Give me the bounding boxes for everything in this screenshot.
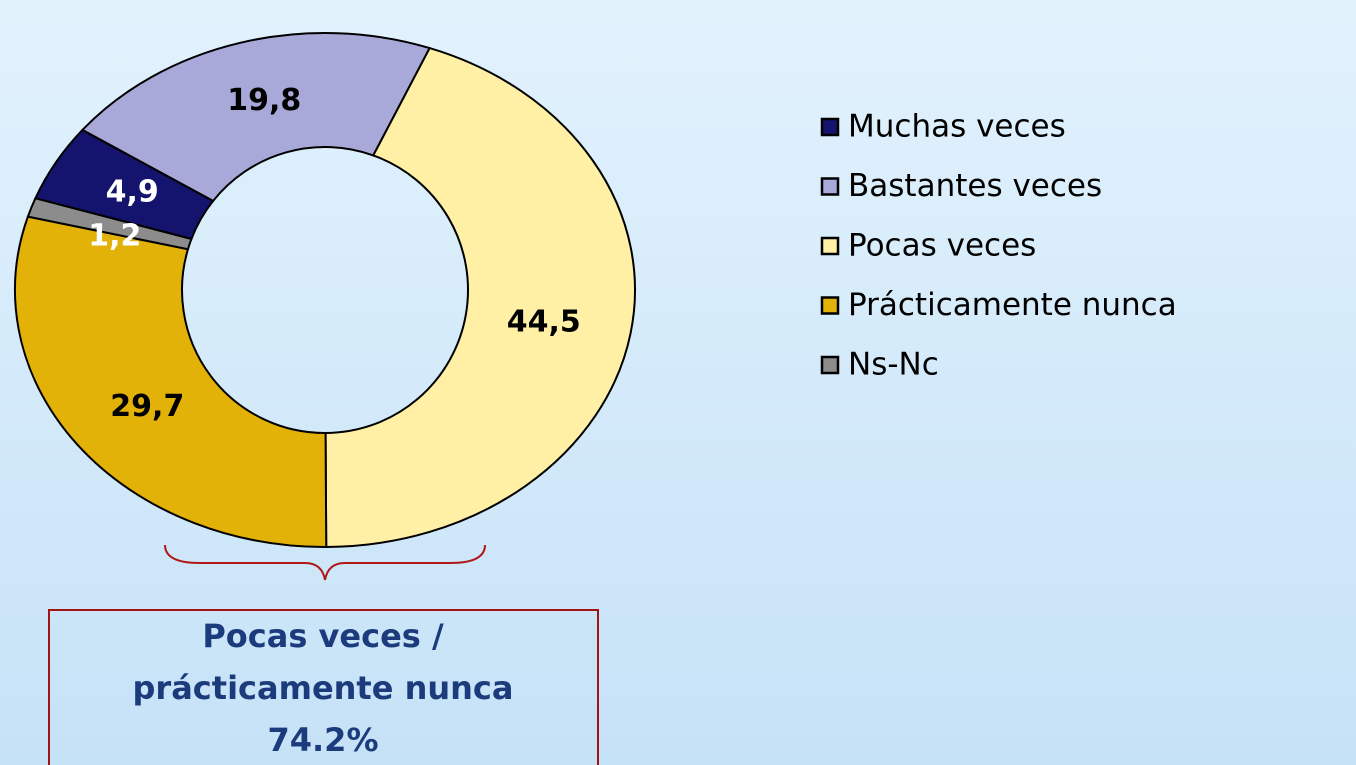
legend-label: Muchas veces <box>848 109 1066 145</box>
legend-swatch <box>820 236 840 256</box>
data-label: 4,9 <box>106 174 159 209</box>
donut-segment <box>324 46 636 549</box>
donut-segment <box>14 215 328 548</box>
legend-swatch <box>820 117 840 137</box>
brace <box>164 544 486 581</box>
legend-swatch <box>820 296 840 315</box>
annotation-text: 74.2% <box>267 721 378 759</box>
legend-label: Pocas veces <box>848 228 1036 264</box>
data-label: 19,8 <box>227 83 301 118</box>
annotation-box <box>48 609 599 765</box>
legend-swatch <box>820 177 840 196</box>
annotation-text: Pocas veces / <box>202 617 444 655</box>
legend-label: Prácticamente nunca <box>848 287 1177 323</box>
legend-label: Ns-Nc <box>848 347 939 383</box>
donut-segment <box>26 197 193 251</box>
legend-swatch <box>820 355 840 375</box>
data-label: 29,7 <box>110 389 184 424</box>
donut-segment <box>80 32 432 203</box>
data-label: 1,2 <box>88 219 141 254</box>
legend-label: Bastantes veces <box>848 168 1102 204</box>
annotation-text: prácticamente nunca <box>133 669 514 707</box>
data-label: 44,5 <box>507 305 581 340</box>
